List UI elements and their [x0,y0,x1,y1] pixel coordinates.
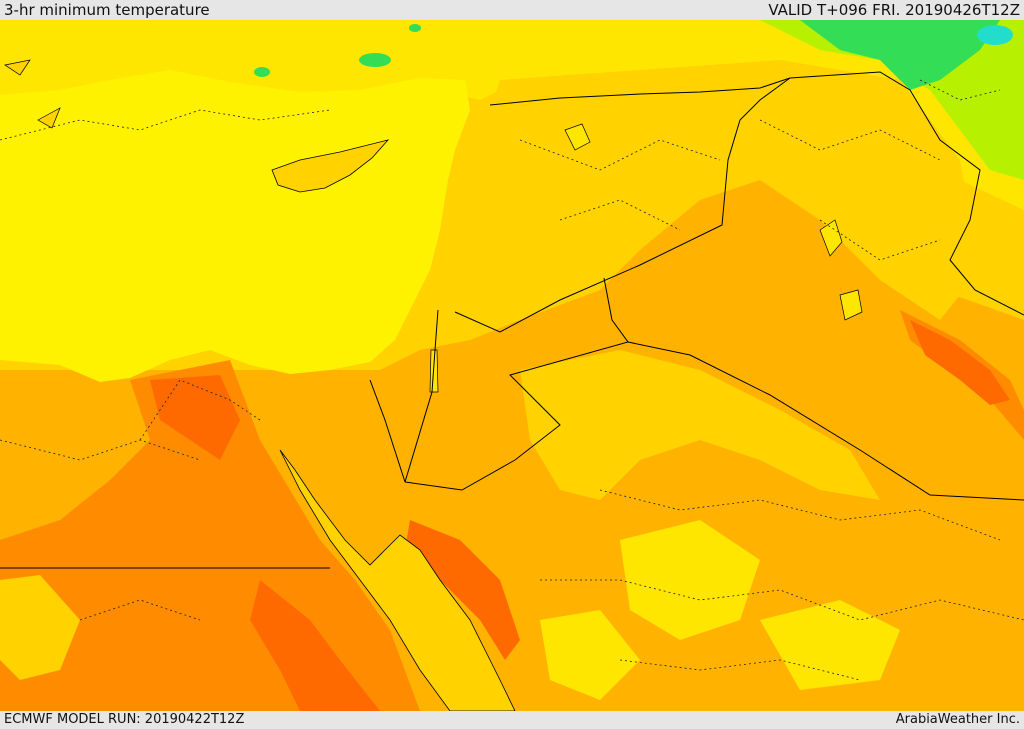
mediterranean-sea [0,70,470,382]
border-jordan-israel [404,309,439,483]
border-syria-iraq [454,77,791,333]
zone-cold-spot-green-1 [359,53,391,67]
border-jordan-iraq-saudi [404,277,629,491]
zone-cold-spot-green-2 [254,67,270,77]
aegean-island-1 [37,107,61,129]
zone-egypt-dark [0,360,420,711]
border-egypt-israel [369,379,406,483]
header-bar: 3-hr minimum temperature VALID T+096 FRI… [0,0,1024,20]
zone-arabia-yellow-2 [760,600,900,690]
footer-bar: ECMWF MODEL RUN: 20190422T12Z ArabiaWeat… [0,711,1024,729]
zone-red-sea-coast-red [405,520,520,660]
province-lines [0,79,1024,681]
zone-arabia-yellow-1 [620,520,760,640]
country-borders [0,71,1024,569]
model-run-label: ECMWF MODEL RUN: 20190422T12Z [4,712,245,727]
lake-razzaza [839,289,863,321]
zone-jordan-plateau [520,350,880,500]
border-iraq-iran [789,71,1024,316]
zone-nile-red [250,580,380,711]
lake-tharthar [819,219,843,257]
credit-label: ArabiaWeather Inc. [895,712,1020,727]
red-sea [279,449,516,711]
map-title: 3-hr minimum temperature [4,1,210,19]
valid-time-label: VALID T+096 FRI. 20190426T12Z [768,1,1020,19]
aegean-island-2 [4,59,31,76]
cyprus-island [271,139,390,193]
zone-egypt-redorange [150,375,240,460]
zone-cold-spot-green-3 [409,24,421,32]
border-syria-turkey [489,77,791,106]
temperature-map [0,20,1024,711]
zone-iraq-red [910,320,1010,405]
zone-arabia-yellow-3 [540,610,640,700]
border-iraq-saudi [627,341,1024,501]
lake-assad [564,123,591,151]
zone-egypt-pale [0,575,80,680]
zone-cold-spot-cyan [977,25,1013,45]
zone-mountain-green [800,20,1000,90]
